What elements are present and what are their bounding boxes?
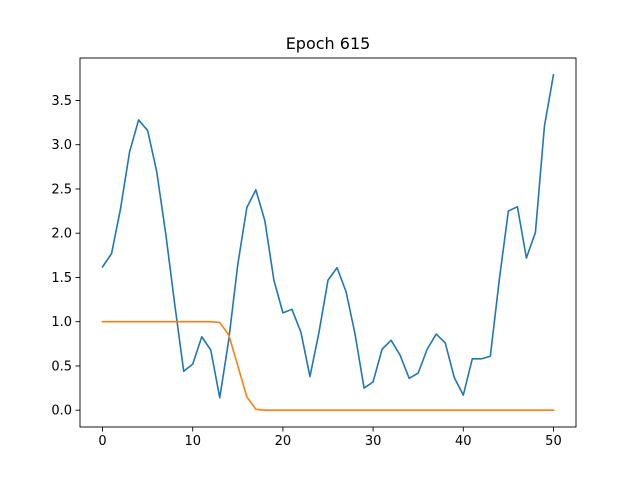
x-tick-label: 0 [98, 434, 106, 449]
series-line-2 [101, 320, 555, 411]
y-tick-label: 0.0 [51, 404, 72, 419]
y-tick-label: 1.5 [51, 271, 72, 286]
x-tick-label: 20 [275, 434, 292, 449]
y-tick-label: 3.0 [51, 138, 72, 153]
axes-frame [79, 57, 577, 428]
chart-title: Epoch 615 [286, 34, 371, 53]
x-tick-label: 10 [184, 434, 201, 449]
x-tick-label: 40 [455, 434, 472, 449]
plot-area: 0 10 20 30 40 50 0.0 0.5 1.0 1.5 2.0 2.5 3.0 3.5 [51, 57, 577, 449]
y-tick-label: 0.5 [51, 359, 72, 374]
x-tick-label: 30 [365, 434, 382, 449]
x-tick-label: 50 [545, 434, 562, 449]
y-tick-label: 1.0 [51, 315, 72, 330]
y-tick-label: 2.5 [51, 182, 72, 197]
y-tick-label: 3.5 [51, 94, 72, 109]
y-tick-label: 2.0 [51, 227, 72, 242]
series-line-1 [101, 73, 555, 399]
